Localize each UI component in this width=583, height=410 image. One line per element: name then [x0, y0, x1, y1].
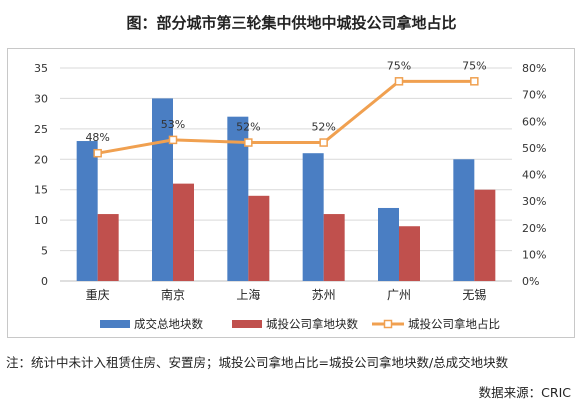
category-label: 重庆	[86, 288, 110, 302]
right-axis-ticks: 0% 10% 20% 30% 40% 50% 60% 70% 80%	[522, 62, 546, 288]
left-tick-label: 0	[41, 275, 48, 288]
category-label: 苏州	[312, 288, 336, 302]
bar-total-plots	[76, 141, 98, 281]
combo-chart: 0 5 10 15 20 25 30 35 0% 10% 20% 30% 40% 50% 60% 70% 80…	[34, 59, 546, 331]
left-tick-label: 15	[34, 184, 48, 197]
share-marker	[470, 77, 479, 86]
share-marker	[319, 138, 328, 147]
bar-chengtou-plots	[399, 226, 420, 281]
right-tick-label: 60%	[522, 115, 546, 128]
right-tick-label: 70%	[522, 89, 546, 102]
bar-total-plots	[453, 159, 475, 281]
share-data-label: 48%	[85, 131, 109, 144]
category-label: 上海	[236, 287, 260, 302]
bar-chengtou-plots	[474, 189, 496, 281]
left-tick-label: 35	[34, 62, 48, 75]
legend-label: 城投公司拿地占比	[408, 317, 500, 331]
bar-chengtou-plots	[173, 183, 194, 281]
bar-total-plots	[302, 153, 324, 281]
bar-chengtou-plots	[323, 214, 345, 281]
legend-swatch	[100, 320, 130, 328]
left-axis-ticks: 0 5 10 15 20 25 30 35	[34, 62, 48, 288]
category-label: 广州	[387, 288, 411, 302]
right-tick-label: 30%	[522, 195, 546, 208]
right-tick-label: 40%	[522, 169, 546, 182]
legend-marker	[383, 319, 393, 329]
category-label: 南京	[161, 287, 185, 302]
footnote: 注：统计中未计入租赁住房、安置房；城投公司拿地占比=城投公司拿地块数/总成交地块…	[6, 355, 509, 370]
share-marker	[244, 138, 253, 147]
legend-label: 城投公司拿地块数	[266, 317, 358, 331]
bar-chengtou-plots	[248, 195, 270, 281]
legend-swatch	[232, 320, 262, 328]
share-data-label: 53%	[161, 118, 185, 131]
category-label: 无锡	[462, 287, 486, 302]
right-tick-label: 50%	[522, 142, 546, 155]
share-data-label: 52%	[311, 121, 335, 134]
share-data-label: 52%	[236, 121, 260, 134]
right-tick-label: 0%	[522, 275, 539, 288]
share-line-path	[97, 79, 475, 155]
category-labels: 重庆 南京 上海 苏州 广州 无锡	[86, 287, 487, 302]
left-tick-label: 5	[41, 245, 48, 258]
data-source: 数据来源：CRIC	[478, 385, 571, 400]
legend-label: 成交总地块数	[134, 317, 203, 331]
legend: 成交总地块数 城投公司拿地块数 城投公司拿地占比	[100, 317, 500, 331]
chart-title: 图：部分城市第三轮集中供地中城投公司拿地占比	[126, 14, 457, 32]
right-tick-label: 20%	[522, 222, 546, 235]
share-marker	[168, 135, 178, 145]
share-data-label: 75%	[387, 59, 411, 72]
left-tick-label: 25	[34, 123, 48, 136]
right-tick-label: 80%	[522, 62, 546, 75]
share-marker	[394, 77, 404, 86]
left-tick-label: 30	[34, 92, 48, 105]
bars	[76, 98, 496, 281]
left-tick-label: 10	[34, 214, 48, 227]
bar-chengtou-plots	[97, 214, 119, 281]
share-marker	[93, 148, 102, 158]
share-line: 48% 53% 52% 52% 75% 75%	[85, 59, 487, 158]
chart-frame	[7, 48, 575, 338]
share-data-label: 75%	[462, 59, 486, 72]
left-tick-label: 20	[34, 153, 48, 166]
right-tick-label: 10%	[522, 248, 546, 261]
bar-total-plots	[227, 116, 249, 281]
bar-total-plots	[378, 207, 399, 281]
gridlines	[60, 67, 512, 282]
